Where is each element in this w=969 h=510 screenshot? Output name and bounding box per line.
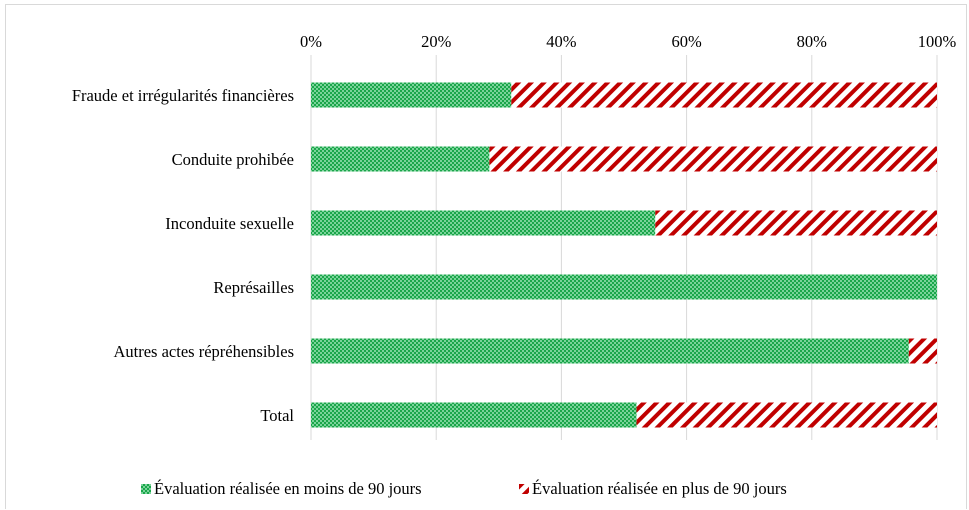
x-axis-ticks: 0% 20% 40% 60% 80% 100% [300, 32, 957, 51]
category-label: Autres actes répréhensibles [113, 342, 294, 361]
legend-swatch-stripes-icon [519, 484, 529, 494]
bar-under-90-days [311, 338, 909, 364]
legend-item-under-90: Évaluation réalisée en moins de 90 jours [141, 479, 422, 499]
gridlines [310, 55, 938, 440]
legend-label-under-90: Évaluation réalisée en moins de 90 jours [154, 479, 422, 498]
legend-item-over-90: Évaluation réalisée en plus de 90 jours [519, 479, 787, 499]
category-label: Conduite prohibée [172, 150, 294, 169]
x-tick-label: 0% [300, 32, 322, 51]
legend-label-over-90: Évaluation réalisée en plus de 90 jours [532, 479, 787, 498]
category-label: Total [260, 406, 294, 425]
x-tick-label: 40% [546, 32, 577, 51]
bar-over-90-days [636, 402, 937, 428]
bar-under-90-days [311, 210, 656, 236]
bars [311, 82, 937, 428]
category-label: Représailles [213, 278, 294, 297]
category-label: Inconduite sexuelle [165, 214, 294, 233]
chart-border [5, 4, 967, 509]
bar-under-90-days [311, 82, 512, 108]
category-labels: Fraude et irrégularités financières Condu… [72, 86, 295, 425]
bar-chart: 0% 20% 40% 60% 80% 100% Fraude et irrégularit… [72, 32, 957, 440]
x-tick-label: 100% [918, 32, 957, 51]
legend-swatch-checker-icon [141, 484, 151, 494]
bar-under-90-days [311, 402, 637, 428]
bar-over-90-days [489, 146, 937, 172]
bar-over-90-days [908, 338, 937, 364]
x-tick-label: 60% [671, 32, 702, 51]
legend: Évaluation réalisée en moins de 90 jours… [0, 479, 969, 503]
bar-under-90-days [311, 146, 490, 172]
bar-under-90-days [311, 274, 937, 300]
x-tick-label: 80% [797, 32, 828, 51]
bar-over-90-days [511, 82, 937, 108]
category-label: Fraude et irrégularités financières [72, 86, 294, 105]
bar-over-90-days [655, 210, 937, 236]
x-tick-label: 20% [421, 32, 452, 51]
